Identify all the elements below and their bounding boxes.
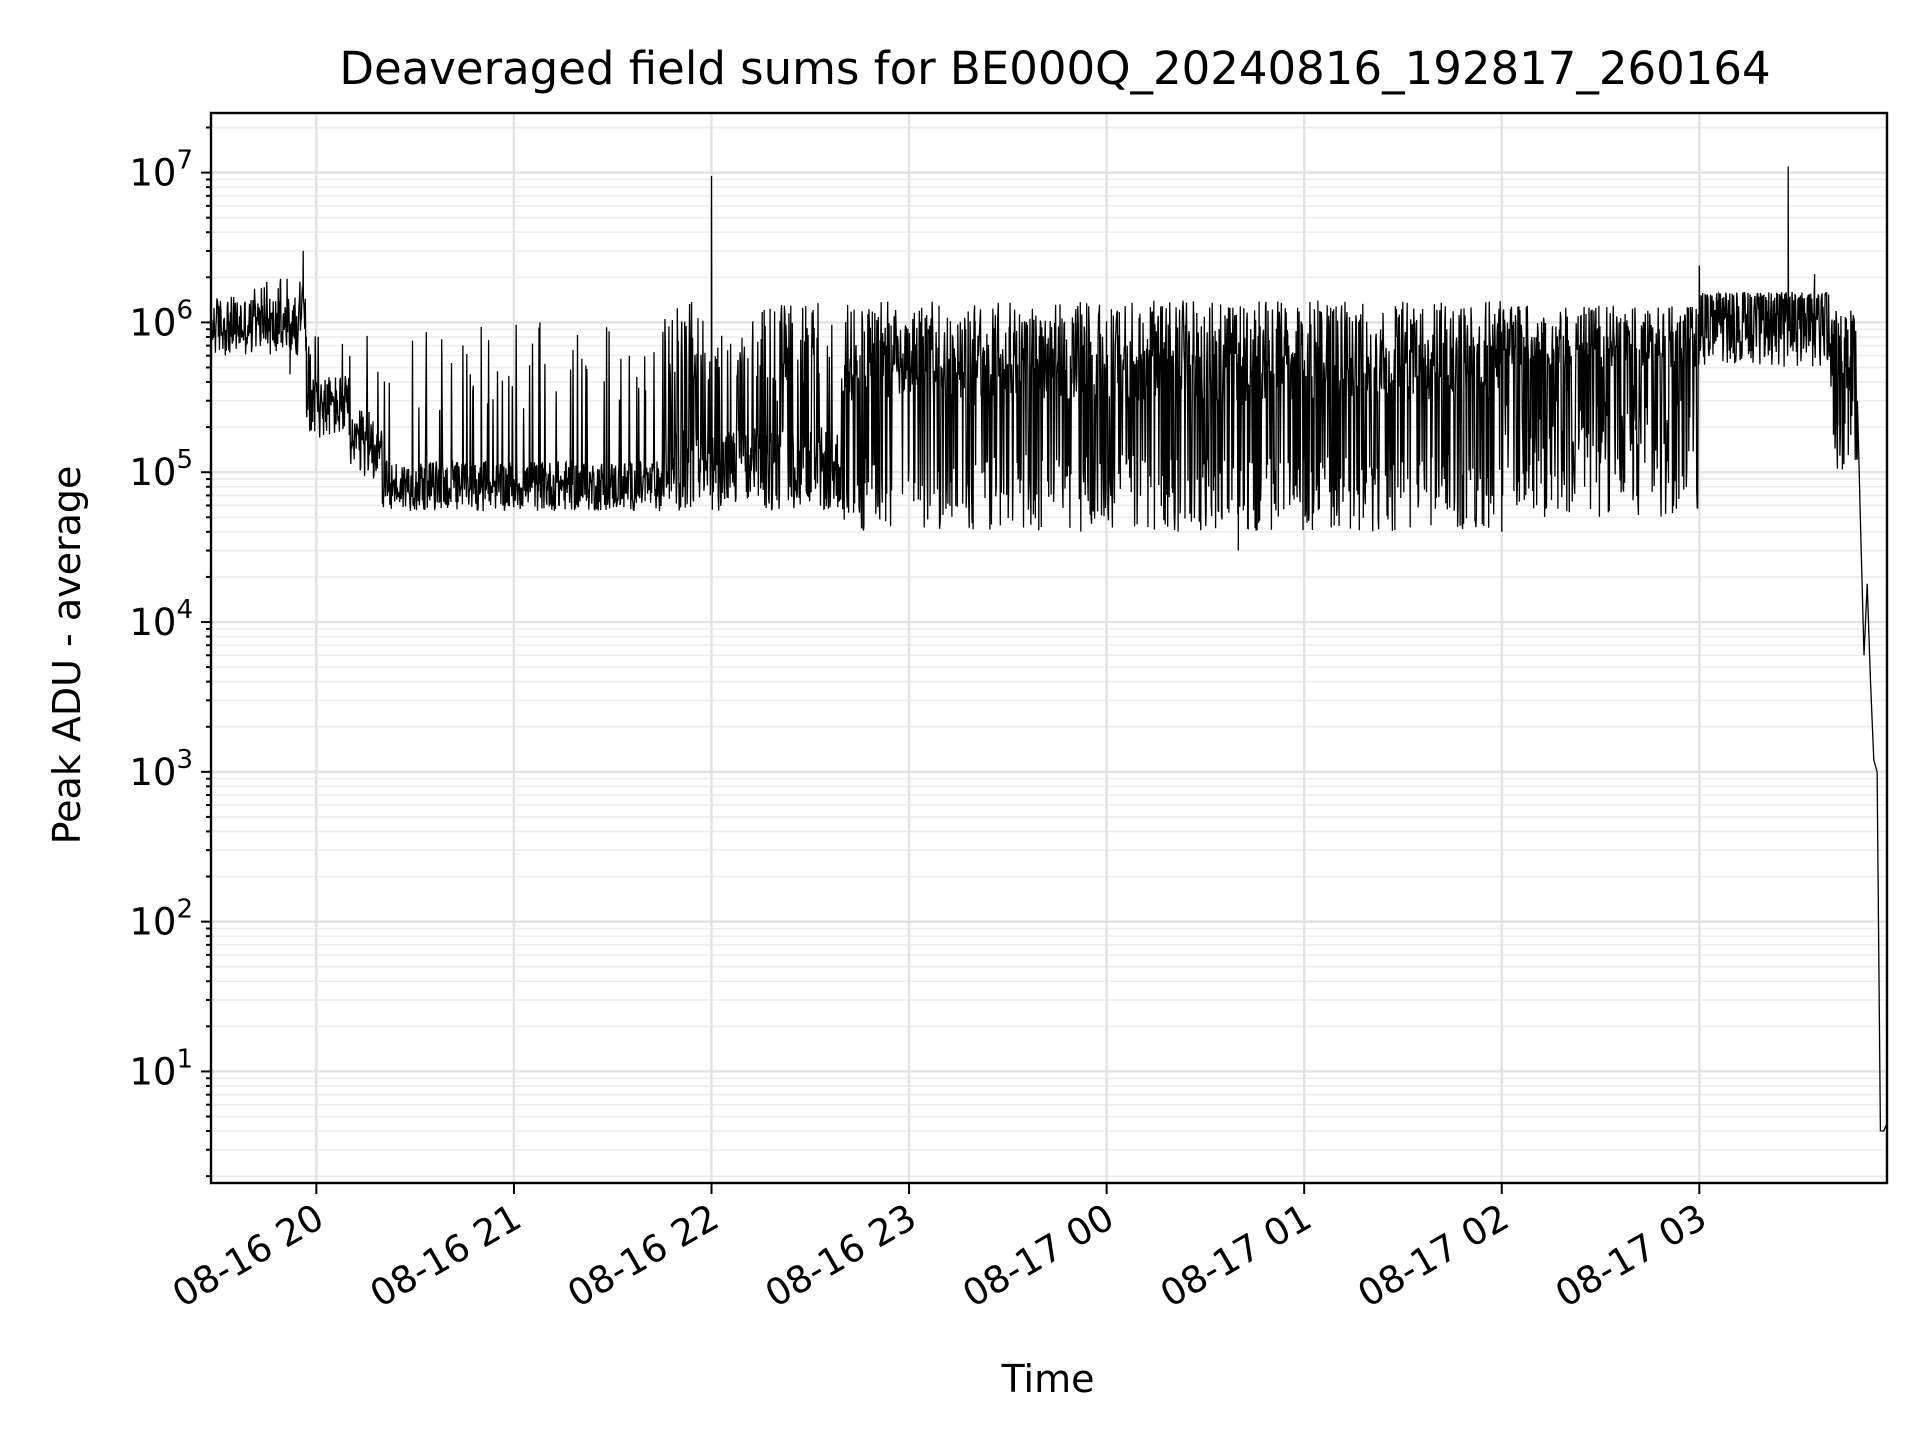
chart-title: Deaveraged field sums for BE000Q_2024081… xyxy=(339,42,1770,95)
x-tick-label: 08-16 20 xyxy=(165,1196,331,1316)
x-tick-label: 08-16 23 xyxy=(758,1196,924,1316)
y-tick-label: 101 xyxy=(129,1044,193,1093)
y-tick-label: 104 xyxy=(129,595,193,644)
y-tick-label: 102 xyxy=(129,895,193,944)
y-tick-labels: 101 102 103 104 105 106 107 xyxy=(129,146,193,1094)
series-line xyxy=(210,166,1888,1132)
grid-lines xyxy=(211,113,1887,1183)
y-tick-label: 106 xyxy=(129,295,193,344)
y-tick-label: 103 xyxy=(129,745,193,794)
x-tick-label: 08-17 02 xyxy=(1351,1196,1517,1316)
y-axis-label: Peak ADU - average xyxy=(45,466,89,845)
axis-ticks xyxy=(201,126,1701,1194)
y-tick-label: 105 xyxy=(129,445,193,494)
x-tick-label: 08-16 21 xyxy=(363,1196,529,1316)
x-axis-label: Time xyxy=(1001,1357,1095,1401)
x-tick-label: 08-16 22 xyxy=(560,1196,726,1316)
y-tick-label: 107 xyxy=(129,146,193,195)
plot-frame xyxy=(209,111,1889,1185)
x-tick-label: 08-17 00 xyxy=(956,1196,1122,1316)
x-tick-labels: 08-16 20 08-16 21 08-16 22 08-16 23 08-17 00… xyxy=(165,1196,1714,1316)
x-tick-label: 08-17 03 xyxy=(1548,1196,1714,1316)
series-lines xyxy=(210,166,1888,1132)
x-tick-label: 08-17 01 xyxy=(1153,1196,1319,1316)
